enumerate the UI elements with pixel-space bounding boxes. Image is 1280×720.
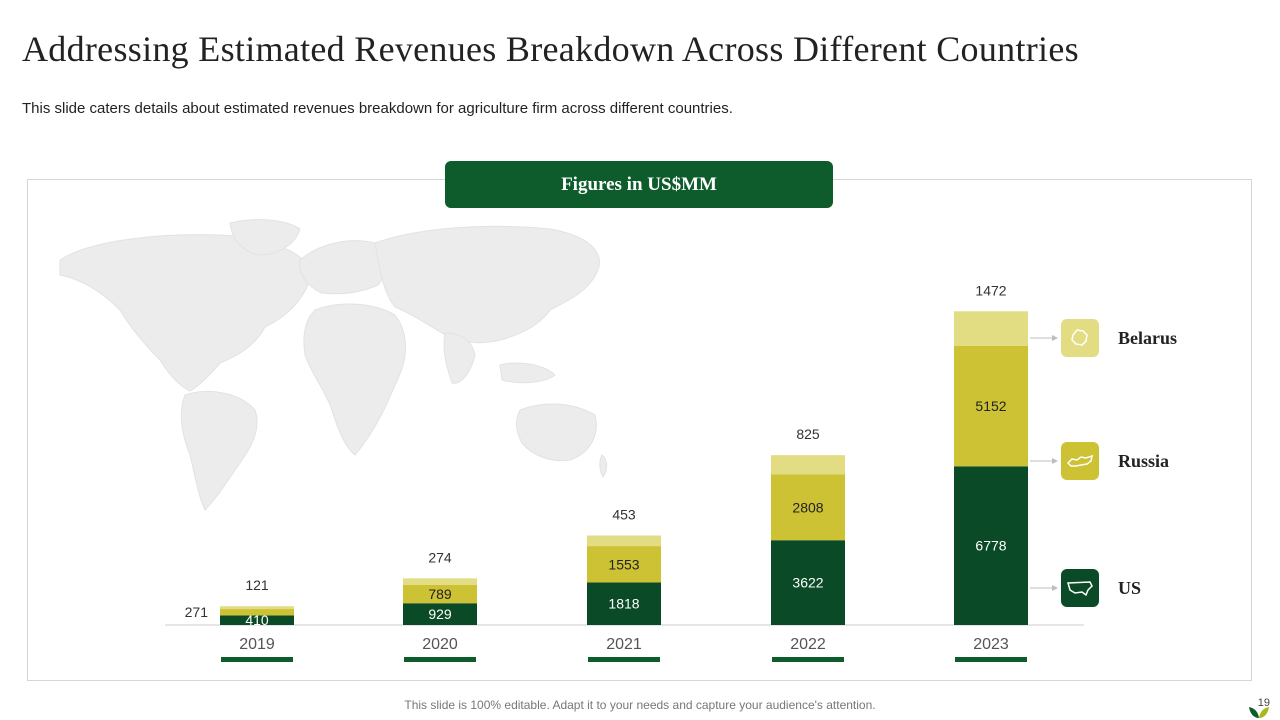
bar-russia-2020 xyxy=(403,584,477,604)
bar-belarus-2022 xyxy=(771,455,845,475)
data-label-russia-2019: 271 xyxy=(185,604,209,620)
bar-belarus-2020 xyxy=(403,578,477,585)
legend-item-belarus: Belarus xyxy=(1061,319,1177,357)
data-label-russia-2020: 789 xyxy=(428,586,452,602)
bar-us-2023 xyxy=(954,466,1028,625)
data-label-belarus-2022: 825 xyxy=(796,426,820,442)
bar-us-2020 xyxy=(403,603,477,625)
legend-connector-arrow-2 xyxy=(1052,585,1058,591)
leaf-logo-icon xyxy=(1249,707,1269,718)
footer-note: This slide is 100% editable. Adapt it to… xyxy=(404,698,876,712)
legend-label-us: US xyxy=(1118,577,1142,598)
legend-item-russia: Russia xyxy=(1061,442,1169,480)
legend-item-us: US xyxy=(1061,569,1141,607)
world-map-background xyxy=(59,219,608,511)
bar-belarus-2023 xyxy=(954,311,1028,346)
bar-russia-2019 xyxy=(220,609,294,616)
bar-us-2021 xyxy=(587,582,661,625)
legend-connector-arrow-0 xyxy=(1052,335,1058,341)
belarus-map-icon xyxy=(1061,319,1099,357)
year-underline-2019 xyxy=(221,657,293,662)
bar-russia-2023 xyxy=(954,345,1028,467)
data-label-us-2019: 410 xyxy=(245,612,269,628)
legend-label-belarus: Belarus xyxy=(1118,327,1178,348)
x-tick-label-2021: 2021 xyxy=(606,636,642,653)
bar-us-2019 xyxy=(220,615,294,625)
data-label-belarus-2021: 453 xyxy=(612,506,636,522)
bar-belarus-2019 xyxy=(220,606,294,610)
year-underline-2020 xyxy=(404,657,476,662)
data-label-russia-2023: 5152 xyxy=(975,398,1006,414)
data-label-russia-2021: 1553 xyxy=(608,556,639,572)
data-label-belarus-2023: 1472 xyxy=(975,282,1006,298)
page-number: 19 xyxy=(1257,697,1270,709)
data-label-us-2023: 6778 xyxy=(975,538,1006,554)
x-tick-label-2022: 2022 xyxy=(790,636,826,653)
data-label-belarus-2020: 274 xyxy=(428,549,452,565)
year-underline-2021 xyxy=(588,657,660,662)
data-label-russia-2022: 2808 xyxy=(792,499,823,515)
slide-title: Addressing Estimated Revenues Breakdown … xyxy=(22,29,1079,69)
data-label-us-2021: 1818 xyxy=(608,596,639,612)
us-map-icon xyxy=(1061,569,1099,607)
x-tick-label-2020: 2020 xyxy=(422,636,458,653)
year-underline-2022 xyxy=(772,657,844,662)
bar-russia-2022 xyxy=(771,474,845,541)
year-underline-2023 xyxy=(955,657,1027,662)
x-tick-label-2019: 2019 xyxy=(239,636,275,653)
data-label-belarus-2019: 121 xyxy=(245,577,269,593)
russia-map-icon xyxy=(1061,442,1099,480)
figures-banner: Figures in US$MM xyxy=(445,161,833,208)
slide-subtitle: This slide caters details about estimate… xyxy=(22,100,733,117)
bar-russia-2021 xyxy=(587,546,661,583)
bar-belarus-2021 xyxy=(587,535,661,547)
legend-label-russia: Russia xyxy=(1118,450,1170,471)
data-label-us-2020: 929 xyxy=(428,606,452,622)
x-tick-label-2023: 2023 xyxy=(973,636,1009,653)
legend-connector-arrow-1 xyxy=(1052,458,1058,464)
data-label-us-2022: 3622 xyxy=(792,575,823,591)
bar-us-2022 xyxy=(771,540,845,625)
